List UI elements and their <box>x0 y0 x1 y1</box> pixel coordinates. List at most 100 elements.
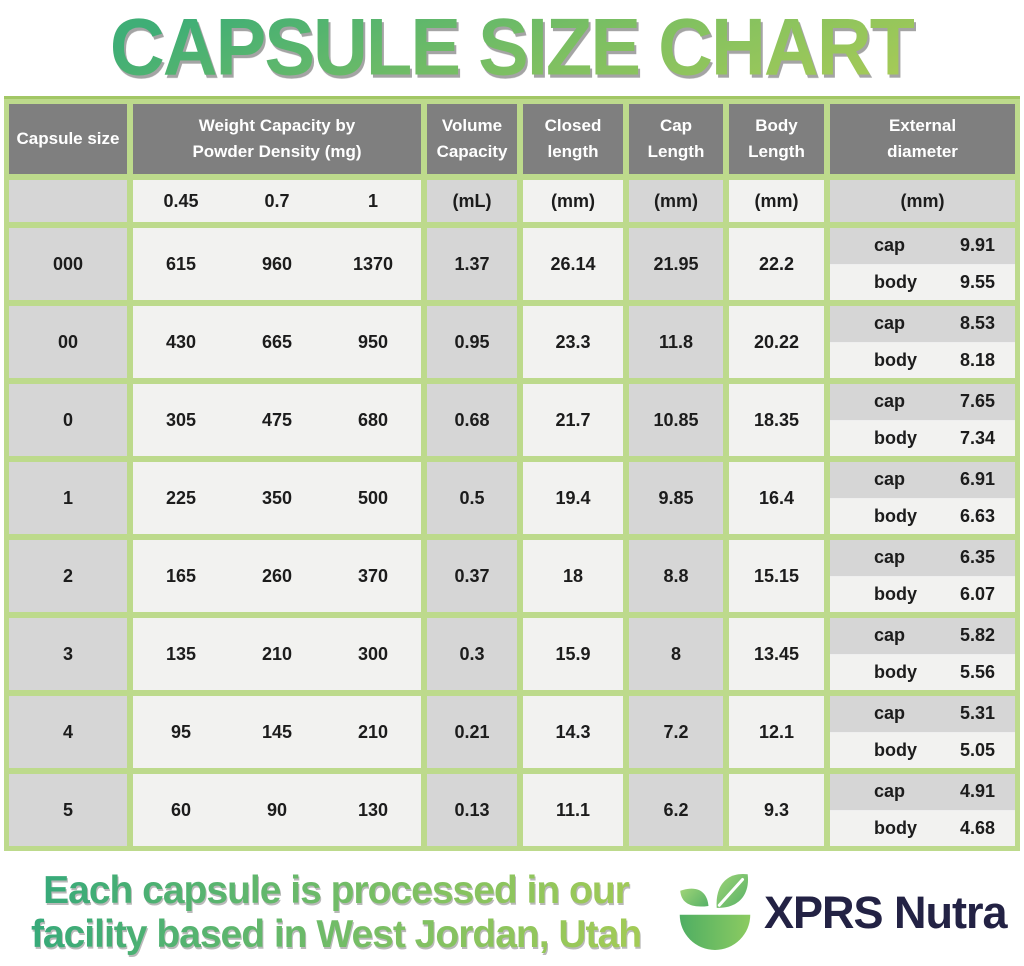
volume-capacity-cell: 0.37 <box>427 540 517 612</box>
weight-capacity-cell: 135 210 300 <box>133 618 421 690</box>
xprs-nutra-leaf-bowl-logo <box>679 874 751 951</box>
cap-label: cap <box>874 547 906 568</box>
cap-label: cap <box>874 235 906 256</box>
weight-1-value: 500 <box>357 487 389 508</box>
closed-length-cell: 26.14 <box>523 228 623 300</box>
density-045-label: 0.45 <box>163 190 199 211</box>
external-diameter-cap-row: cap 9.91 <box>830 228 1015 265</box>
capsule-size-cell: 000 <box>9 228 127 300</box>
body-diameter-value: 4.68 <box>959 817 995 838</box>
volume-capacity-cell: 0.21 <box>427 696 517 768</box>
body-label: body <box>874 817 917 838</box>
capsule-size-cell: 2 <box>9 540 127 612</box>
capsule-size-cell: 3 <box>9 618 127 690</box>
cap-label: cap <box>874 469 906 490</box>
body-length-cell: 16.4 <box>729 462 824 534</box>
weight-1-value: 300 <box>357 643 389 664</box>
weight-045-value: 225 <box>165 487 197 508</box>
external-diameter-cell: cap 9.91 body 9.55 <box>830 228 1015 300</box>
units-volume: (mL) <box>427 180 517 222</box>
units-external-diameter: (mm) <box>830 180 1015 222</box>
cap-diameter-value: 6.91 <box>959 469 995 490</box>
header-cap-length: Cap Length <box>629 104 723 174</box>
header-label: length <box>547 142 599 161</box>
cap-diameter-value: 7.65 <box>959 391 995 412</box>
closed-length-cell: 21.7 <box>523 384 623 456</box>
weight-045-value: 165 <box>165 565 197 586</box>
weight-07-value: 960 <box>261 253 293 274</box>
external-diameter-cell: cap 5.82 body 5.56 <box>830 618 1015 690</box>
external-diameter-body-row: body 6.63 <box>830 498 1015 534</box>
page-header: CAPSULE SIZE CHART <box>0 0 1024 96</box>
weight-045-value: 60 <box>170 799 192 820</box>
external-diameter-body-row: body 5.05 <box>830 732 1015 768</box>
body-diameter-value: 8.18 <box>959 349 995 370</box>
body-length-cell: 13.45 <box>729 618 824 690</box>
cap-length-cell: 8.8 <box>629 540 723 612</box>
capsule-size-cell: 1 <box>9 462 127 534</box>
units-cap-length: (mm) <box>629 180 723 222</box>
external-diameter-cell: cap 8.53 body 8.18 <box>830 306 1015 378</box>
weight-045-value: 615 <box>165 253 197 274</box>
table-header-row: Capsule size Weight Capacity by Powder D… <box>9 104 1015 174</box>
external-diameter-body-row: body 5.56 <box>830 654 1015 690</box>
weight-capacity-cell: 95 145 210 <box>133 696 421 768</box>
volume-capacity-cell: 0.13 <box>427 774 517 846</box>
cap-diameter-value: 8.53 <box>959 313 995 334</box>
closed-length-cell: 18 <box>523 540 623 612</box>
header-label: Body <box>755 115 798 135</box>
cap-length-cell: 11.8 <box>629 306 723 378</box>
table-row: 5 60 90 130 0.13 11.1 6.2 9.3 cap 4.91 b… <box>9 774 1015 846</box>
weight-07-value: 475 <box>261 409 293 430</box>
body-length-cell: 12.1 <box>729 696 824 768</box>
body-length-cell: 20.22 <box>729 306 824 378</box>
cap-diameter-value: 4.91 <box>959 781 995 802</box>
weight-045-value: 430 <box>165 331 197 352</box>
external-diameter-cell: cap 5.31 body 5.05 <box>830 696 1015 768</box>
weight-07-value: 350 <box>261 487 293 508</box>
footer-tagline: Each capsule is processed in our facilit… <box>0 869 672 957</box>
capsule-size-cell: 0 <box>9 384 127 456</box>
table-units-row: 0.45 0.7 1 (mL) (mm) (mm) (mm) (mm) <box>9 180 1015 222</box>
weight-capacity-cell: 615 960 1370 <box>133 228 421 300</box>
cap-label: cap <box>874 313 906 334</box>
volume-capacity-cell: 0.5 <box>427 462 517 534</box>
external-diameter-cap-row: cap 4.91 <box>830 774 1015 811</box>
volume-capacity-cell: 1.37 <box>427 228 517 300</box>
brand: XPRS Nutra <box>672 870 1008 956</box>
table-row: 2 165 260 370 0.37 18 8.8 15.15 cap 6.35… <box>9 540 1015 612</box>
footer-tagline-line1: Each capsule is processed in our <box>43 869 629 912</box>
cap-diameter-value: 5.31 <box>959 703 995 724</box>
density-1-label: 1 <box>367 190 378 211</box>
header-label: Closed <box>544 115 602 135</box>
header-label: External <box>888 115 957 135</box>
units-body-length: (mm) <box>729 180 824 222</box>
external-diameter-body-row: body 6.07 <box>830 576 1015 612</box>
body-label: body <box>874 271 917 292</box>
cap-diameter-value: 5.82 <box>959 625 995 646</box>
body-label: body <box>874 583 917 604</box>
header-closed-length: Closed length <box>523 104 623 174</box>
cap-label: cap <box>874 781 906 802</box>
body-diameter-value: 6.07 <box>959 583 995 604</box>
external-diameter-body-row: body 9.55 <box>830 264 1015 300</box>
header-external-diameter: External diameter <box>830 104 1015 174</box>
capsule-size-cell: 00 <box>9 306 127 378</box>
header-body-length: Body Length <box>729 104 824 174</box>
closed-length-cell: 19.4 <box>523 462 623 534</box>
weight-1-value: 1370 <box>352 253 394 274</box>
external-diameter-cap-row: cap 8.53 <box>830 306 1015 343</box>
closed-length-cell: 14.3 <box>523 696 623 768</box>
header-volume-capacity: Volume Capacity <box>427 104 517 174</box>
weight-07-value: 145 <box>261 721 293 742</box>
header-capsule-size: Capsule size <box>9 104 127 174</box>
body-diameter-value: 9.55 <box>959 271 995 292</box>
closed-length-cell: 11.1 <box>523 774 623 846</box>
body-length-cell: 18.35 <box>729 384 824 456</box>
external-diameter-body-row: body 7.34 <box>830 420 1015 456</box>
body-label: body <box>874 349 917 370</box>
footer: Each capsule is processed in our facilit… <box>0 869 1024 957</box>
external-diameter-cap-row: cap 6.35 <box>830 540 1015 577</box>
cap-length-cell: 21.95 <box>629 228 723 300</box>
weight-capacity-cell: 305 475 680 <box>133 384 421 456</box>
